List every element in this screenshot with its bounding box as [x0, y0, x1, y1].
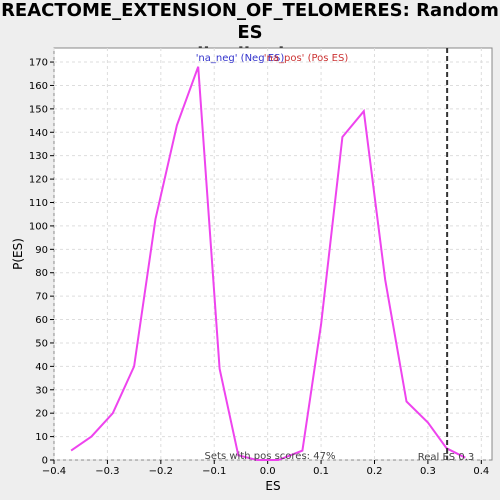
x-tick-label: −0.4: [42, 466, 66, 477]
x-axis-ticks: −0.4 −0.3 −0.2 −0.1 0.0 0.1 0.2 0.3 0.4: [42, 460, 489, 477]
y-tick-label: 120: [29, 175, 48, 186]
y-tick-label: 80: [35, 268, 48, 279]
y-tick-label: 40: [35, 362, 48, 373]
y-tick-label: 50: [35, 338, 48, 349]
y-tick-label: 10: [35, 432, 48, 443]
x-tick-label: 0.1: [313, 466, 329, 477]
y-tick-label: 70: [35, 292, 48, 303]
x-axis-label: ES: [265, 479, 280, 493]
real-es-label: Real ES 0.3: [418, 452, 474, 463]
x-tick-label: 0.2: [367, 466, 383, 477]
y-tick-label: 150: [29, 104, 48, 115]
y-axis-ticks: 0 10 20 30 40 50 60 70 80 90 100 110 120 130 140 150 160…: [29, 58, 54, 467]
y-tick-label: 60: [35, 315, 48, 326]
y-axis-label: P(ES): [11, 238, 25, 270]
y-tick-label: 30: [35, 385, 48, 396]
x-tick-label: −0.3: [95, 466, 119, 477]
y-tick-label: 170: [29, 58, 48, 69]
y-tick-label: 0: [42, 456, 48, 467]
x-tick-label: 0.4: [473, 466, 489, 477]
y-tick-label: 20: [35, 409, 48, 420]
chart-title-line1: REACTOME_EXTENSION_OF_TELOMERES: Random …: [1, 0, 499, 43]
y-tick-label: 140: [29, 128, 48, 139]
y-tick-label: 130: [29, 151, 48, 162]
y-tick-label: 90: [35, 245, 48, 256]
series-line: [70, 66, 466, 461]
pos-scores-annotation: Sets with pos scores: 47%: [205, 451, 336, 462]
legend-pos: 'na_pos' (Pos ES): [264, 53, 349, 64]
y-tick-label: 100: [29, 221, 48, 232]
plot-area: [53, 47, 493, 461]
x-tick-label: −0.1: [202, 466, 226, 477]
x-tick-label: 0.3: [420, 466, 436, 477]
y-tick-label: 110: [29, 198, 48, 209]
x-tick-label: −0.2: [149, 466, 173, 477]
x-tick-label: 0.0: [260, 466, 276, 477]
legend-neg: 'na_neg' (Neg ES): [196, 53, 285, 64]
grid: [53, 48, 492, 461]
y-tick-label: 160: [29, 81, 48, 92]
